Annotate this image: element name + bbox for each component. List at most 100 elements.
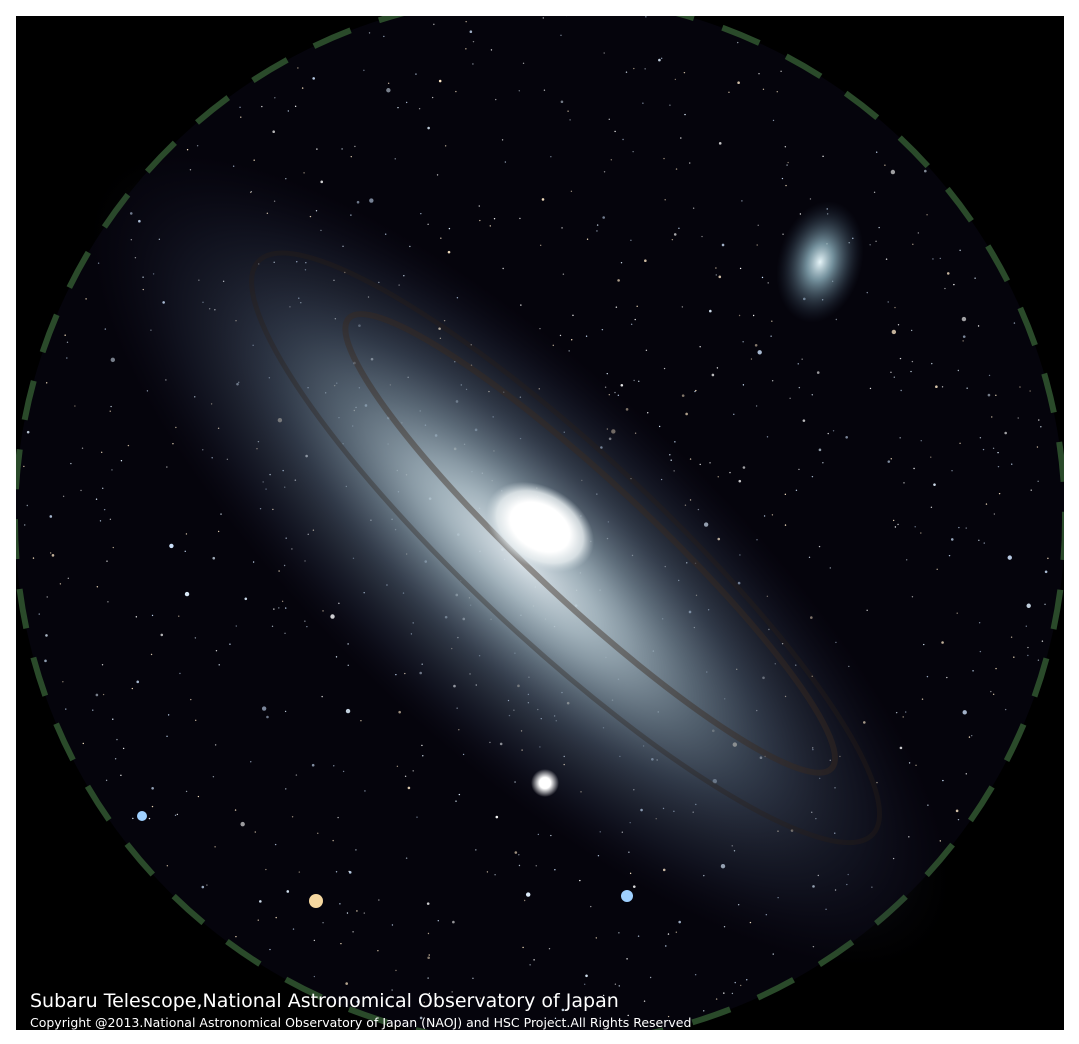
star: [422, 755, 424, 757]
star: [924, 169, 927, 173]
star: [114, 758, 117, 760]
star: [771, 320, 773, 322]
star: [560, 100, 564, 104]
star: [955, 809, 959, 813]
star: [427, 223, 429, 226]
star: [873, 191, 876, 194]
star: [269, 948, 271, 951]
star: [626, 958, 628, 960]
star: [127, 444, 130, 447]
star: [427, 977, 429, 979]
star: [206, 884, 208, 886]
star: [1004, 431, 1007, 435]
star: [562, 273, 565, 275]
star: [136, 680, 140, 684]
star: [798, 468, 800, 471]
star: [377, 950, 379, 952]
star: [571, 339, 573, 341]
star: [878, 226, 880, 229]
star: [431, 96, 434, 99]
star: [887, 301, 889, 303]
star: [106, 560, 108, 562]
star: [617, 279, 620, 282]
star: [360, 720, 362, 722]
star: [504, 161, 507, 163]
star: [522, 946, 524, 949]
star: [116, 738, 118, 741]
star: [363, 912, 366, 914]
star: [554, 1017, 557, 1020]
star: [486, 871, 489, 873]
star: [313, 975, 316, 978]
star: [312, 77, 315, 80]
star: [738, 479, 742, 483]
star: [995, 667, 997, 670]
star: [438, 79, 442, 83]
star: [608, 118, 610, 121]
star: [1011, 463, 1013, 465]
star: [412, 770, 414, 772]
star: [590, 905, 592, 908]
star: [620, 262, 623, 264]
star: [479, 997, 481, 999]
star: [455, 800, 457, 802]
star: [780, 70, 782, 73]
star: [252, 561, 255, 563]
star: [801, 358, 803, 360]
star: [394, 158, 396, 160]
star: [695, 389, 697, 392]
star: [240, 821, 245, 827]
star: [610, 159, 613, 161]
star: [715, 274, 717, 276]
star: [971, 734, 973, 737]
star: [197, 795, 200, 798]
star: [603, 171, 606, 173]
star: [642, 102, 644, 104]
star: [991, 416, 993, 418]
star: [1019, 386, 1021, 388]
star: [1017, 417, 1019, 419]
star: [932, 258, 934, 260]
star: [894, 526, 897, 528]
star: [537, 833, 540, 836]
star: [985, 503, 988, 505]
star: [1004, 708, 1007, 711]
star: [522, 62, 525, 64]
star: [160, 633, 164, 637]
star: [921, 698, 924, 700]
star: [502, 267, 504, 270]
copyright-line: Copyright @2013.National Astronomical Ob…: [30, 1015, 691, 1030]
star: [718, 142, 722, 145]
star: [699, 463, 701, 466]
star: [451, 991, 453, 993]
star: [709, 462, 711, 464]
star: [455, 90, 457, 93]
star: [579, 879, 581, 882]
star: [550, 156, 552, 158]
star: [818, 545, 821, 548]
star: [1029, 390, 1031, 392]
star: [663, 157, 665, 160]
star: [674, 441, 676, 443]
star: [603, 52, 605, 54]
star: [120, 460, 123, 462]
star: [891, 329, 897, 335]
star: [131, 687, 134, 690]
star: [910, 370, 912, 373]
star: [941, 386, 944, 388]
star: [109, 410, 111, 412]
star: [151, 786, 154, 790]
star: [295, 774, 298, 776]
star: [585, 974, 588, 978]
star: [667, 933, 670, 935]
star: [946, 676, 948, 679]
star: [957, 818, 960, 821]
star: [259, 900, 262, 903]
star: [355, 849, 357, 851]
star: [1027, 646, 1029, 649]
star: [427, 956, 430, 960]
star: [658, 58, 661, 62]
star: [62, 495, 65, 498]
star: [816, 371, 820, 374]
star: [99, 520, 102, 522]
